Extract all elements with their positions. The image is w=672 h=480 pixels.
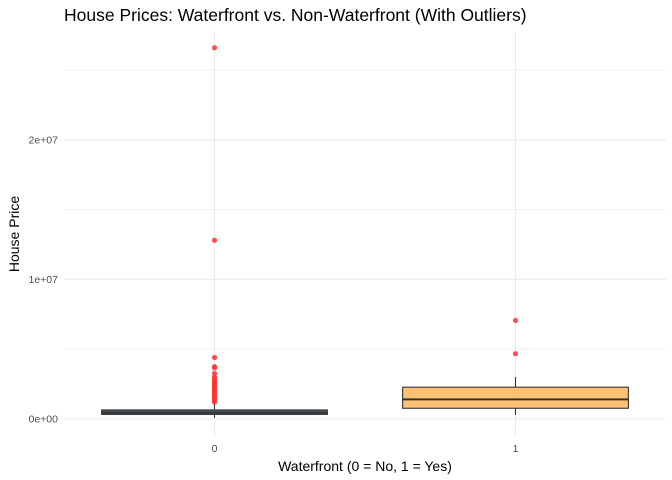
box-group xyxy=(402,377,629,415)
outliers xyxy=(211,45,519,405)
grid-major xyxy=(64,31,666,437)
outlier-point xyxy=(211,399,218,405)
x-tick-label: 1 xyxy=(513,443,519,455)
y-tick-label: 1e+07 xyxy=(29,274,59,286)
x-axis-title: Waterfront (0 = No, 1 = Yes) xyxy=(278,458,452,474)
outlier-point xyxy=(211,354,218,361)
outlier-point xyxy=(512,351,519,357)
y-tick-label: 2e+07 xyxy=(29,134,59,146)
y-tick-labels: 0e+00 1e+07 2e+07 xyxy=(29,134,59,425)
outlier-point xyxy=(211,365,218,371)
box xyxy=(402,386,629,409)
outlier-point xyxy=(211,45,218,51)
box-group xyxy=(101,403,328,418)
chart-title: House Prices: Waterfront vs. Non-Waterfr… xyxy=(64,5,527,25)
y-tick-label: 0e+00 xyxy=(29,413,59,425)
y-axis-title: House Price xyxy=(6,196,22,272)
grid-minor xyxy=(64,69,666,350)
outlier-point xyxy=(211,237,218,243)
outlier-point xyxy=(512,317,519,323)
x-tick-label: 0 xyxy=(212,443,218,455)
boxes xyxy=(101,377,629,418)
